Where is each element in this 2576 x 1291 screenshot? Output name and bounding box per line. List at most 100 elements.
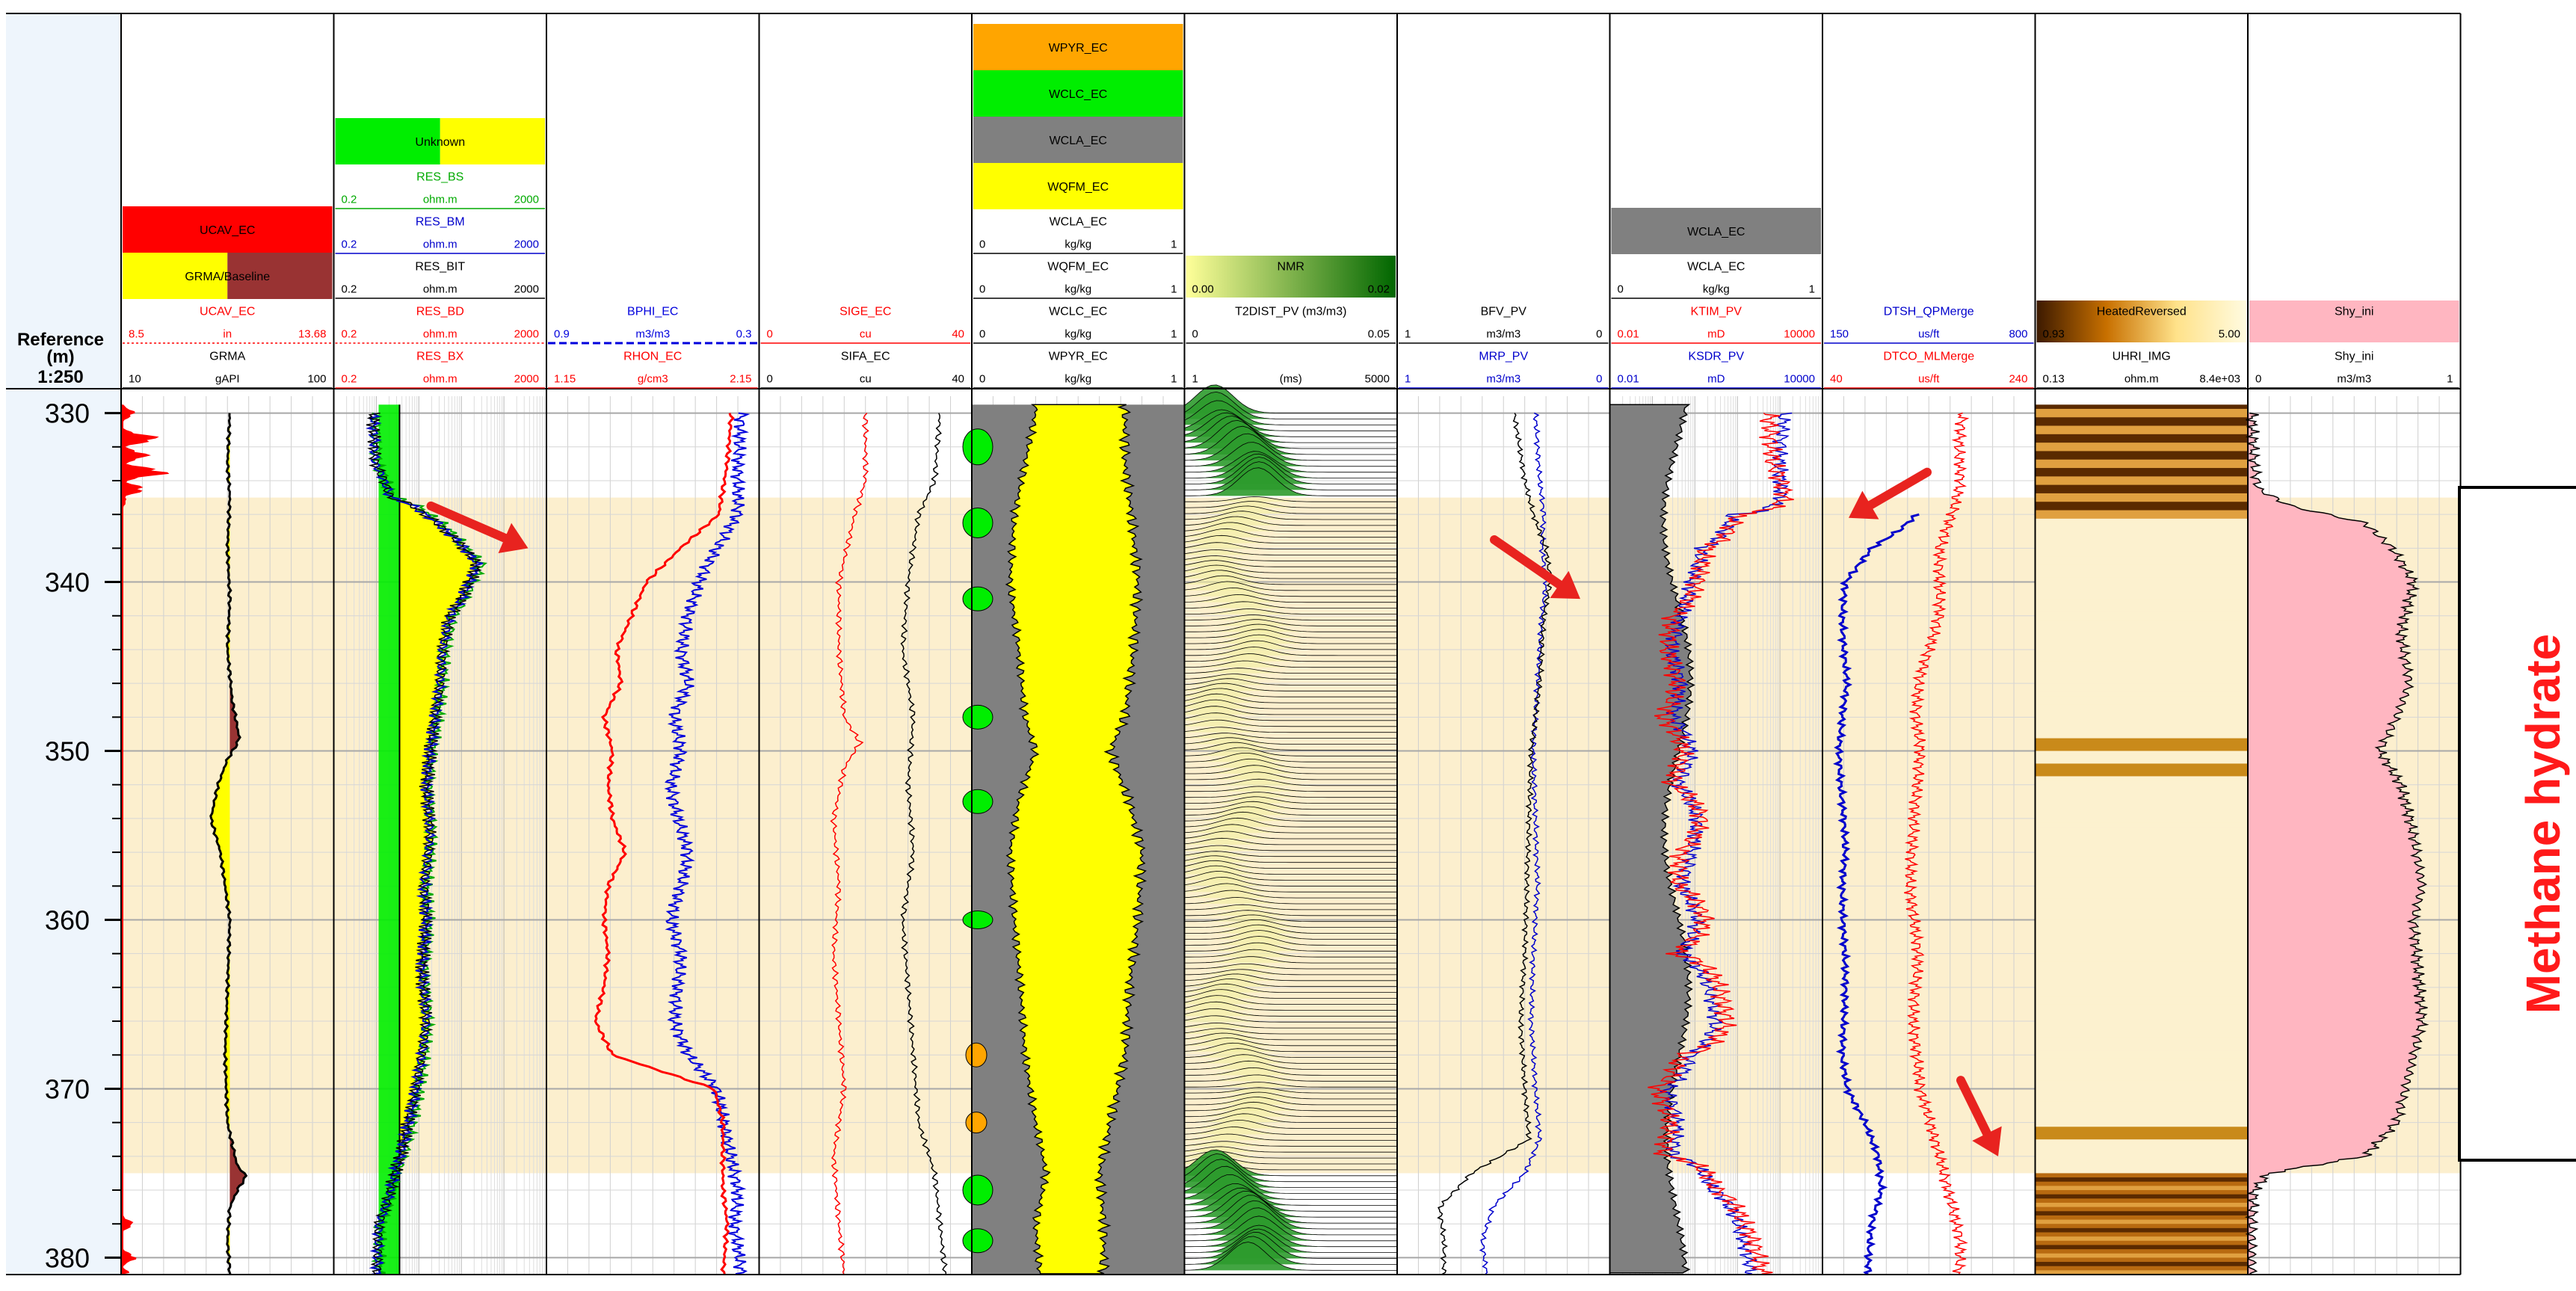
nmr-trace <box>1184 995 1397 1005</box>
nmr-trace <box>1184 1008 1397 1017</box>
image-band <box>2035 958 2248 963</box>
image-band <box>2035 814 2248 819</box>
nmr-trace <box>1184 634 1397 644</box>
image-band <box>2035 552 2248 558</box>
image-band <box>2035 751 2248 756</box>
nmr-trace <box>1184 865 1397 875</box>
nmr-trace <box>1184 608 1397 614</box>
image-band <box>2035 881 2248 887</box>
nmr-trace <box>1184 919 1397 928</box>
curve-name: KTIM_PV <box>1691 306 1743 318</box>
grma-curve <box>209 413 248 1275</box>
curve-name: WCLA_EC <box>1687 261 1745 274</box>
legend-fill <box>1611 208 1821 254</box>
curve-max: 1 <box>2447 373 2453 386</box>
image-band <box>2035 1017 2248 1022</box>
image-band <box>2035 911 2248 916</box>
color-scale-bar <box>2036 301 2246 342</box>
shy-curve <box>2244 412 2429 1275</box>
nmr-trace <box>1184 786 1398 792</box>
image-band <box>2035 455 2248 460</box>
curve-name: WQFM_EC <box>1047 261 1109 274</box>
curve-unit: ohm.m <box>423 238 457 251</box>
curve-max: 1 <box>1809 283 1815 296</box>
nmr-trace <box>1184 883 1397 893</box>
image-band <box>2035 1194 2248 1199</box>
image-band <box>2035 1097 2248 1102</box>
curve-unit: kg/kg <box>1064 238 1091 251</box>
nmr-trace <box>1184 496 1397 502</box>
nmr-trace <box>1184 1060 1397 1070</box>
legend-fill <box>227 253 333 299</box>
legend-label: GRMA/Baseline <box>185 271 270 283</box>
curve-name: UHRI_IMG <box>2113 351 2171 363</box>
image-band <box>2035 1156 2248 1162</box>
image-band <box>2035 999 2248 1005</box>
sige-curve <box>830 413 869 1275</box>
image-band <box>2035 446 2248 452</box>
legend-label: Unknown <box>415 136 465 149</box>
legend-label: WQFM_EC <box>1047 181 1109 194</box>
color-scale-bar <box>1186 256 1396 298</box>
nmr-trace <box>1184 758 1397 768</box>
image-band <box>2035 611 2248 617</box>
image-band <box>2035 451 2248 456</box>
nmr-trace <box>1184 949 1397 958</box>
nmr-trace <box>1184 1127 1397 1135</box>
curve-unit: ohm.m <box>423 283 457 296</box>
image-band <box>2035 687 2248 693</box>
nmr-trace <box>1184 860 1397 869</box>
image-band <box>2035 1050 2248 1056</box>
image-band <box>2035 1165 2248 1170</box>
image-band <box>2035 582 2248 587</box>
image-band <box>2035 548 2248 553</box>
image-band <box>2035 1257 2248 1263</box>
image-band <box>2035 636 2248 642</box>
image-band <box>2035 928 2248 934</box>
nmr-trace <box>1184 855 1397 863</box>
curve-min: 0.2 <box>342 238 357 251</box>
curve-max: 1 <box>1171 328 1177 341</box>
curve-name: SIGE_EC <box>839 306 891 318</box>
curve-max: 1 <box>1171 238 1177 251</box>
image-band <box>2035 1093 2248 1098</box>
image-band <box>2035 1139 2248 1144</box>
arrow-bfv-head <box>1550 570 1580 600</box>
image-band <box>2035 768 2248 773</box>
image-band <box>2035 430 2248 435</box>
image-band <box>2035 1114 2248 1119</box>
nmr-t2-distribution <box>1184 384 1398 1271</box>
image-band <box>2035 1160 2248 1165</box>
sifa-curve <box>900 413 948 1275</box>
nmr-trace <box>1184 910 1397 916</box>
image-band <box>2035 919 2248 925</box>
image-band <box>2035 746 2248 752</box>
image-band <box>2035 793 2248 798</box>
image-band <box>2035 940 2248 946</box>
curve-name: UCAV_EC <box>200 306 255 318</box>
image-band <box>2035 987 2248 993</box>
nmr-trace <box>1184 1146 1397 1153</box>
curve-max: 5000 <box>1365 373 1390 386</box>
image-band <box>2035 721 2248 727</box>
image-band <box>2035 1173 2248 1178</box>
image-band <box>2035 789 2248 794</box>
nmr-trace <box>1184 647 1397 656</box>
image-band <box>2035 801 2248 807</box>
image-band <box>2035 1088 2248 1094</box>
nmr-trace <box>1184 1101 1397 1112</box>
image-band <box>2035 1067 2248 1073</box>
arrow-res <box>426 501 510 543</box>
image-band <box>2035 835 2248 840</box>
curve-unit: m3/m3 <box>2337 373 2371 386</box>
image-band <box>2035 413 2248 418</box>
nmr-trace <box>1184 1054 1397 1064</box>
res-bm-curve <box>366 413 484 1275</box>
lith-calcite-fill <box>962 910 993 929</box>
image-band <box>2035 1224 2248 1229</box>
curve-max: 100 <box>307 373 326 386</box>
curve-unit: g/cm3 <box>638 373 668 386</box>
image-band <box>2035 641 2248 646</box>
nmr-trace <box>1184 851 1397 857</box>
